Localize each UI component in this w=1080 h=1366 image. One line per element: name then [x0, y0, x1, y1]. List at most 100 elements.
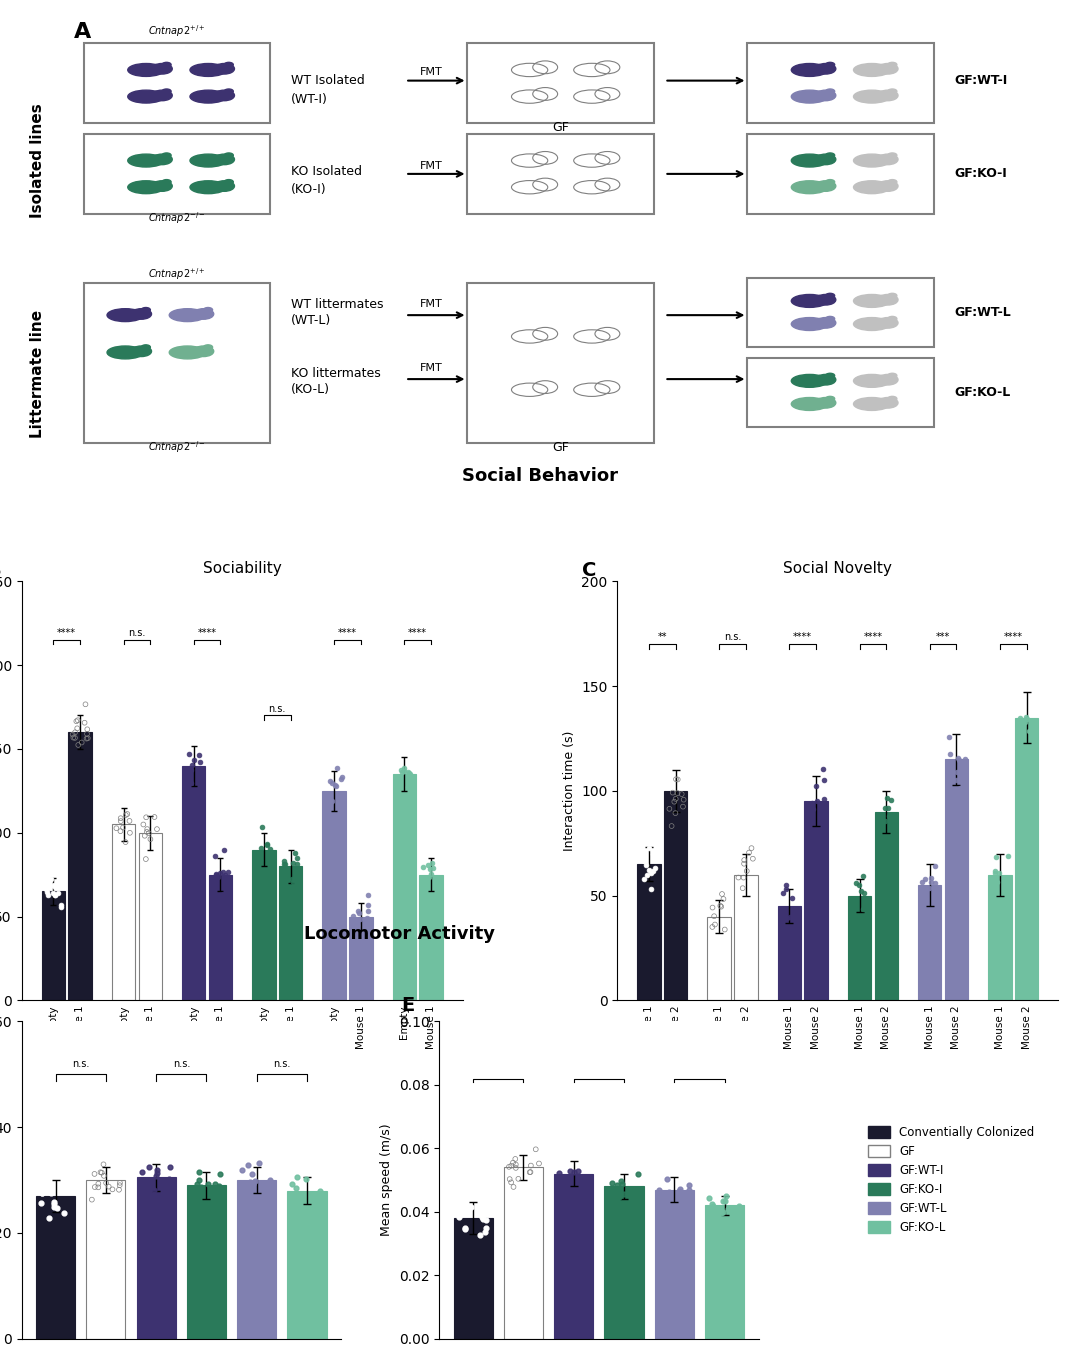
Point — [881, 805, 899, 826]
Ellipse shape — [792, 63, 827, 76]
Point — [927, 873, 944, 895]
Circle shape — [151, 180, 172, 191]
Circle shape — [877, 317, 897, 328]
Point — [1026, 746, 1043, 768]
Point — [110, 1179, 127, 1201]
Bar — [654, 1190, 693, 1339]
Point — [235, 1173, 253, 1195]
Ellipse shape — [792, 317, 827, 331]
Text: $Cntnap2^{+/+}$: $Cntnap2^{+/+}$ — [148, 266, 206, 281]
Point — [200, 1172, 217, 1194]
Point — [112, 810, 130, 832]
Point — [323, 772, 340, 794]
Point — [578, 1175, 595, 1197]
Bar — [778, 906, 801, 1000]
Point — [245, 1173, 262, 1195]
Point — [428, 872, 445, 893]
Point — [79, 719, 96, 740]
Circle shape — [225, 179, 233, 184]
Point — [45, 1193, 63, 1214]
Point — [420, 866, 437, 888]
Point — [210, 1175, 227, 1197]
Text: KO littermates: KO littermates — [292, 367, 381, 380]
Text: FMT: FMT — [420, 67, 443, 78]
Bar — [208, 874, 232, 1000]
Bar — [187, 1186, 226, 1339]
Circle shape — [815, 90, 836, 101]
Point — [112, 807, 130, 829]
Point — [95, 1153, 112, 1175]
Text: GF:WT-I: GF:WT-I — [955, 74, 1008, 87]
Point — [138, 818, 156, 840]
Bar — [238, 1180, 276, 1339]
Point — [177, 761, 194, 783]
Circle shape — [815, 317, 836, 328]
Circle shape — [162, 179, 171, 184]
Circle shape — [825, 153, 835, 157]
Circle shape — [131, 309, 151, 320]
Point — [635, 869, 652, 891]
Point — [783, 887, 800, 908]
Text: n.s.: n.s. — [724, 632, 741, 642]
Point — [415, 856, 432, 878]
Text: ****: **** — [863, 632, 882, 642]
Text: WT Isolated: WT Isolated — [292, 74, 365, 87]
Point — [192, 1176, 210, 1198]
Point — [326, 775, 343, 796]
Ellipse shape — [853, 374, 890, 388]
Text: $Cntnap2^{+/+}$: $Cntnap2^{+/+}$ — [148, 23, 206, 40]
Circle shape — [214, 154, 234, 165]
Point — [50, 882, 67, 904]
Bar — [84, 134, 270, 214]
Point — [778, 878, 795, 900]
Point — [877, 796, 894, 818]
Point — [743, 837, 760, 859]
Ellipse shape — [853, 154, 890, 167]
Ellipse shape — [853, 398, 890, 410]
Circle shape — [225, 89, 233, 94]
Point — [43, 1182, 60, 1203]
Point — [530, 1153, 548, 1175]
Point — [663, 816, 680, 837]
Bar — [84, 44, 270, 123]
Circle shape — [825, 179, 835, 184]
Point — [949, 747, 967, 769]
Point — [111, 1172, 129, 1194]
Circle shape — [225, 63, 233, 67]
Point — [349, 900, 366, 922]
Point — [69, 734, 86, 755]
Circle shape — [815, 154, 836, 165]
Point — [456, 1217, 473, 1239]
Text: GF: GF — [552, 122, 569, 134]
Point — [249, 844, 267, 866]
Point — [808, 776, 825, 798]
Point — [184, 754, 201, 776]
Circle shape — [203, 344, 213, 350]
Point — [39, 881, 56, 903]
Text: ****: **** — [793, 632, 812, 642]
Point — [321, 770, 338, 792]
Text: FMT: FMT — [420, 363, 443, 373]
Point — [36, 1172, 53, 1194]
Circle shape — [214, 63, 234, 74]
Point — [357, 912, 375, 934]
Point — [779, 907, 796, 929]
Point — [670, 769, 687, 791]
Point — [284, 1172, 301, 1194]
Point — [477, 1209, 495, 1231]
Circle shape — [825, 294, 835, 298]
Point — [454, 1195, 471, 1217]
Point — [275, 850, 293, 872]
Point — [419, 854, 436, 876]
Bar — [349, 917, 373, 1000]
Point — [521, 1161, 538, 1183]
Point — [276, 852, 294, 874]
Bar — [454, 1218, 492, 1339]
Point — [313, 1184, 330, 1206]
Point — [38, 878, 55, 900]
Ellipse shape — [792, 180, 827, 194]
Point — [90, 1176, 107, 1198]
Point — [32, 1193, 50, 1214]
Point — [522, 1161, 539, 1183]
Point — [998, 869, 1015, 891]
